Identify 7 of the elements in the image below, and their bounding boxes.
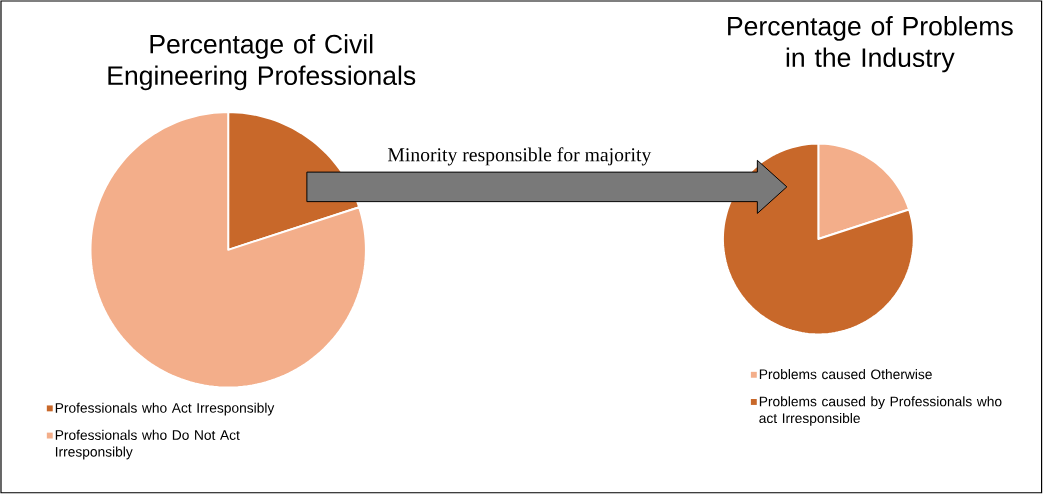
legend-label: Professionals who Act Irresponsibly (55, 402, 275, 416)
chart-title: Percentage of Problems in the Industry (728, 16, 1013, 73)
legend-label: Professionals who Do Not Act Irresponsibly (55, 429, 240, 460)
legend-label: Problems caused Otherwise (759, 369, 932, 380)
legend-label: Problems caused by Professionals who act Irresponsible (759, 396, 1002, 426)
chart-title: Percentage of Civil Engineering Professionals (108, 34, 416, 91)
text: Minority responsible for majority (387, 147, 652, 166)
